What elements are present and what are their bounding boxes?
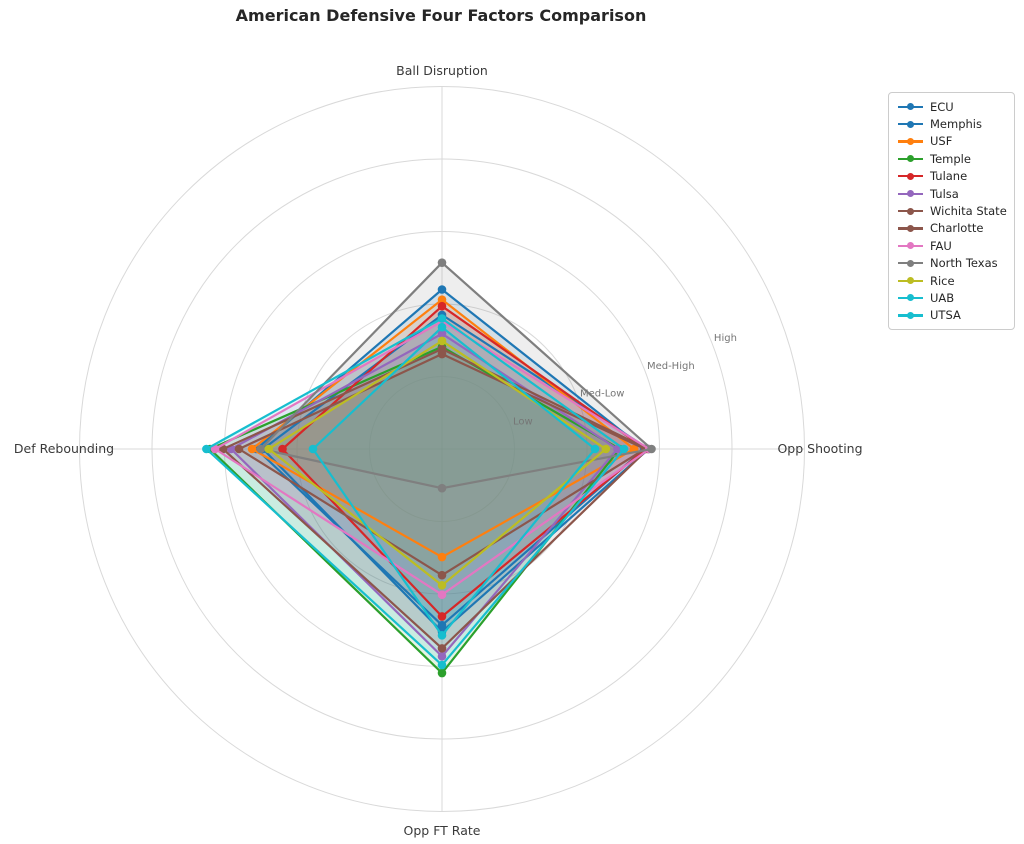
data-point [437, 620, 447, 630]
legend-item-north-texas: North Texas [898, 255, 1006, 272]
radar-fill-usf [252, 299, 635, 558]
legend-label: Tulsa [930, 186, 959, 201]
data-point [437, 652, 447, 661]
data-point [647, 444, 656, 454]
radar-fill-temple [210, 346, 620, 674]
legend-label: Rice [930, 273, 955, 288]
legend-marker [898, 207, 923, 215]
legend-marker [898, 294, 923, 302]
data-point [256, 444, 266, 454]
legend-marker [898, 277, 923, 285]
legend-item-wichita-state: Wichita State [898, 202, 1007, 219]
legend-item-memphis: Memphis [898, 115, 1006, 132]
data-point [437, 349, 447, 359]
chart-title: American Defensive Four Factors Comparis… [235, 6, 647, 25]
axis-label: Opp Shooting [777, 441, 862, 456]
data-point [590, 444, 600, 454]
legend-item-temple: Temple [898, 150, 1006, 167]
data-point [601, 444, 611, 454]
data-point [437, 631, 447, 640]
data-point [437, 552, 447, 562]
radar-fill-utsa [312, 327, 595, 636]
legend-marker [898, 103, 923, 111]
data-point [437, 295, 447, 304]
legend-item-rice: Rice [898, 272, 1006, 289]
radial-tick-label: Med-High [647, 361, 695, 372]
data-point [437, 644, 447, 653]
legend-item-utsa: UTSA [898, 307, 1006, 324]
data-point [437, 590, 447, 600]
data-point [437, 660, 447, 670]
radial-tick-label: Med-Low [580, 389, 624, 400]
legend-label: ECU [930, 99, 954, 114]
legend-item-tulane: Tulane [898, 168, 1006, 185]
legend-item-usf: USF [898, 133, 1006, 150]
legend-marker [898, 155, 923, 163]
legend-marker [898, 259, 923, 267]
legend-label: UTSA [930, 308, 961, 323]
data-point [437, 336, 447, 346]
data-point [437, 581, 447, 590]
legend-label: USF [930, 134, 953, 149]
legend: ECU Memphis USF Temple Tulane Tulsa Wichita St… [888, 92, 1015, 331]
radar-fill-rice [268, 340, 606, 586]
legend-marker [898, 172, 923, 180]
legend-item-ecu: ECU [898, 98, 1006, 115]
radar-fill-north-texas [260, 262, 652, 489]
legend-item-tulsa: Tulsa [898, 185, 1006, 202]
legend-marker [898, 311, 923, 319]
radial-tick-label: Low [513, 416, 533, 427]
legend-item-uab: UAB [898, 289, 1006, 306]
data-point [210, 444, 220, 454]
legend-label: Memphis [930, 117, 982, 132]
axis-label: Opp FT Rate [404, 823, 481, 838]
radar-fill-tulsa [231, 333, 618, 657]
legend-label: FAU [930, 238, 952, 253]
legend-item-charlotte: Charlotte [898, 220, 1006, 237]
data-point [437, 322, 447, 332]
data-point [308, 444, 318, 454]
axis-label: Def Rebounding [14, 441, 114, 456]
data-point [437, 329, 447, 339]
data-point [437, 570, 447, 580]
legend-label: North Texas [930, 256, 998, 271]
legend-marker [898, 137, 923, 145]
data-point [234, 444, 244, 454]
legend-marker [898, 242, 923, 250]
legend-marker [898, 190, 923, 198]
data-point [437, 314, 447, 323]
legend-marker [898, 224, 923, 232]
data-point [247, 444, 257, 454]
data-point [202, 444, 211, 454]
data-point [437, 612, 447, 621]
legend-label: UAB [930, 290, 955, 305]
legend-label: Tulane [930, 169, 968, 184]
radial-tick-label: High [714, 333, 737, 344]
legend-label: Wichita State [930, 204, 1007, 219]
legend-label: Charlotte [930, 221, 984, 236]
legend-label: Temple [930, 151, 971, 166]
legend-item-fau: FAU [898, 237, 1006, 254]
radar-fill-wichita-state [223, 348, 648, 649]
axis-label: Ball Disruption [396, 63, 488, 78]
data-point [264, 444, 274, 454]
data-point [437, 301, 447, 311]
data-point [437, 483, 447, 493]
data-point [619, 444, 629, 454]
legend-marker [898, 120, 923, 128]
radar-fill-memphis [262, 314, 649, 632]
data-point [278, 444, 287, 454]
data-point [437, 285, 447, 294]
data-point [437, 668, 447, 678]
data-point [437, 258, 447, 267]
